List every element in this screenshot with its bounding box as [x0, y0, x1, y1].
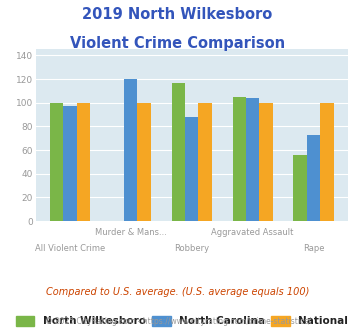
- Bar: [260, 103, 273, 221]
- Bar: [307, 135, 320, 221]
- Legend: North Wilkesboro, North Carolina, National: North Wilkesboro, North Carolina, Nation…: [16, 315, 348, 326]
- Bar: [50, 103, 63, 221]
- Bar: [198, 103, 212, 221]
- Text: All Violent Crime: All Violent Crime: [35, 244, 105, 253]
- Bar: [320, 103, 334, 221]
- Text: Murder & Mans...: Murder & Mans...: [95, 228, 167, 237]
- Bar: [185, 117, 198, 221]
- Text: 2019 North Wilkesboro: 2019 North Wilkesboro: [82, 7, 273, 21]
- Bar: [246, 98, 260, 221]
- Text: Violent Crime Comparison: Violent Crime Comparison: [70, 36, 285, 51]
- Bar: [124, 79, 137, 221]
- Text: Compared to U.S. average. (U.S. average equals 100): Compared to U.S. average. (U.S. average …: [46, 287, 309, 297]
- Bar: [233, 97, 246, 221]
- Text: © 2025 CityRating.com - https://www.cityrating.com/crime-statistics/: © 2025 CityRating.com - https://www.city…: [45, 317, 310, 326]
- Bar: [63, 106, 77, 221]
- Bar: [171, 82, 185, 221]
- Text: Aggravated Assault: Aggravated Assault: [212, 228, 294, 237]
- Text: Robbery: Robbery: [174, 244, 209, 253]
- Bar: [77, 103, 90, 221]
- Bar: [137, 103, 151, 221]
- Text: Rape: Rape: [303, 244, 324, 253]
- Bar: [294, 155, 307, 221]
